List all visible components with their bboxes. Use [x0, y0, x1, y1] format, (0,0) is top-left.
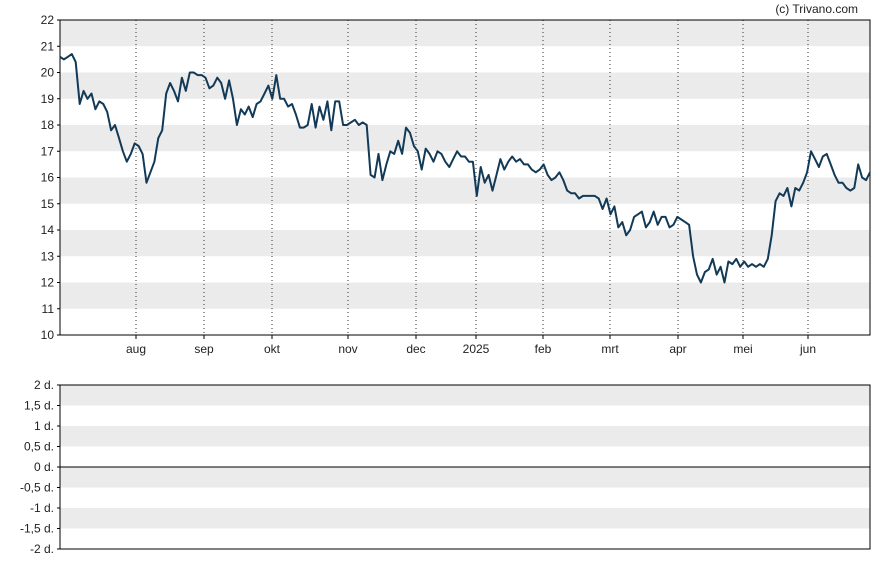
dividend-band [60, 385, 870, 406]
x-tick-label: sep [194, 342, 214, 356]
y-tick-label: 0 d. [34, 460, 54, 474]
y-tick-label: 19 [41, 92, 55, 106]
x-tick-label: nov [338, 342, 357, 356]
price-band [60, 72, 870, 99]
price-band [60, 177, 870, 204]
dividend-plot-frame [59, 384, 871, 550]
y-tick-label: 1 d. [34, 419, 54, 433]
y-tick-label: 15 [41, 197, 55, 211]
y-tick-label: -2 d. [30, 542, 54, 556]
y-tick-label: 2 d. [34, 378, 54, 392]
x-tick-label: aug [126, 342, 146, 356]
y-tick-label: 1,5 d. [24, 399, 54, 413]
y-tick-label: -1 d. [30, 501, 54, 515]
y-tick-label: -0,5 d. [20, 481, 54, 495]
dividend-band [60, 508, 870, 529]
y-tick-label: 0,5 d. [24, 440, 54, 454]
y-tick-label: 10 [41, 328, 55, 342]
x-tick-label: jun [799, 342, 816, 356]
x-tick-label: mei [733, 342, 752, 356]
price-band [60, 230, 870, 257]
price-plot-frame [59, 19, 871, 336]
price-chart: aug sep okt nov dec 2025 feb mrt apr mei jun 10 11 12… [41, 13, 871, 356]
y-tick-label: 22 [41, 13, 55, 27]
price-band [60, 282, 870, 309]
y-tick-label: 12 [41, 276, 55, 290]
y-tick-label: 17 [41, 144, 55, 158]
dividend-band [60, 426, 870, 447]
y-tick-label: 11 [42, 302, 55, 316]
x-tick-label: 2025 [463, 342, 490, 356]
credit-label: (c) Trivano.com [775, 2, 858, 16]
price-band [60, 125, 870, 152]
price-series-line [59, 53, 871, 284]
y-tick-label: 14 [41, 223, 55, 237]
dividend-chart: -2 d. -1,5 d. -1 d. -0,5 d. 0 d. 0,5 d. 1 d. 1,… [20, 378, 871, 556]
x-tick-label: okt [264, 342, 281, 356]
x-tick-label: feb [535, 342, 552, 356]
x-tick-label: mrt [601, 342, 619, 356]
x-tick-label: apr [669, 342, 686, 356]
x-tick-label: dec [406, 342, 425, 356]
y-tick-label: 21 [41, 39, 55, 53]
price-band [60, 20, 870, 47]
y-tick-label: -1,5 d. [20, 522, 54, 536]
dividend-band [60, 467, 870, 488]
y-tick-label: 13 [41, 249, 55, 263]
y-tick-label: 20 [41, 66, 55, 80]
y-tick-label: 16 [41, 171, 55, 185]
y-tick-label: 18 [41, 118, 55, 132]
